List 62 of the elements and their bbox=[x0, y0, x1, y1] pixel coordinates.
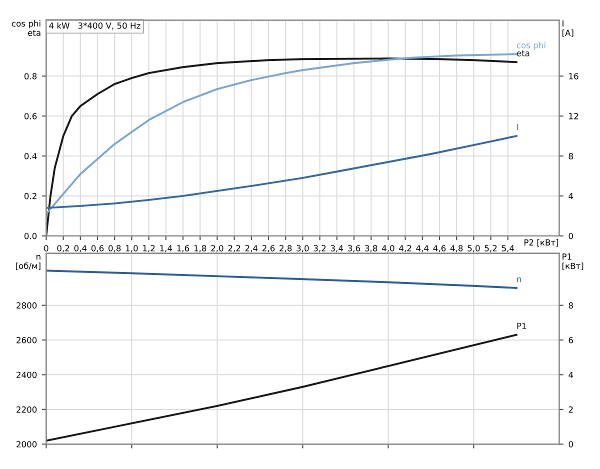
x-tick-label: 2,0 bbox=[211, 245, 224, 252]
x-tick-label: 4,0 bbox=[382, 245, 394, 252]
line-series bbox=[46, 270, 518, 289]
y2-axis-title: P1 [кВт] bbox=[562, 254, 584, 270]
line-series bbox=[46, 135, 518, 209]
x-tick-label: 3,4 bbox=[330, 245, 344, 252]
series-label: I bbox=[517, 124, 518, 130]
y-tick-label: 2200 bbox=[16, 406, 37, 413]
x-tick-label: 3,6 bbox=[348, 245, 360, 252]
y2-tick-label: 8 bbox=[568, 302, 573, 309]
y-axis-title: cos phi eta bbox=[12, 20, 40, 36]
x-tick-label: 1,6 bbox=[177, 245, 190, 252]
x-tick-label: 0,2 bbox=[57, 245, 70, 252]
x-tick-label: 5,2 bbox=[484, 245, 497, 252]
series-label: P1 bbox=[517, 322, 526, 329]
y-tick-label: 2600 bbox=[16, 337, 37, 344]
y-tick-label: 0.6 bbox=[24, 113, 37, 120]
y-tick-label: 0.8 bbox=[24, 73, 37, 80]
x-tick-label: 4,4 bbox=[416, 245, 429, 252]
y2-tick-label: 0 bbox=[568, 232, 573, 240]
x-tick-label: 1,0 bbox=[126, 245, 138, 252]
x-tick-label: 1,4 bbox=[160, 245, 172, 252]
x-tick-label: 0,8 bbox=[108, 245, 121, 252]
y-tick-label: 2800 bbox=[16, 302, 37, 309]
y2-tick-label: 16 bbox=[569, 73, 578, 80]
series-label: n bbox=[517, 277, 522, 282]
y-tick-label: 2400 bbox=[16, 372, 37, 378]
x-tick-label: 4,8 bbox=[450, 245, 463, 252]
y2-axis-title: I [A] bbox=[562, 20, 574, 37]
y2-tick-label: 6 bbox=[568, 337, 574, 344]
series-label: cos phi bbox=[516, 42, 546, 50]
x-tick-label: 4,2 bbox=[399, 245, 412, 252]
y-tick-label: 2000 bbox=[16, 441, 37, 448]
x-tick-label: 0,4 bbox=[74, 245, 87, 252]
y2-tick-label: 8 bbox=[568, 152, 573, 160]
y2-tick-label: 4 bbox=[568, 372, 574, 378]
x-tick-label: 3,8 bbox=[365, 245, 378, 252]
x-tick-label: 2,6 bbox=[262, 245, 275, 252]
x-tick-label: 0 bbox=[44, 245, 48, 252]
y2-tick-label: 0 bbox=[568, 441, 573, 448]
y-tick-label: 0.4 bbox=[24, 152, 37, 160]
x-tick-label: 2,4 bbox=[245, 245, 258, 252]
x-tick-label: 1,8 bbox=[194, 245, 206, 252]
x-tick-label: 1,2 bbox=[143, 245, 155, 252]
x-tick-label: 3,0 bbox=[296, 245, 309, 252]
x-tick-label: 5,0 bbox=[468, 245, 480, 252]
x-tick-label: 5,4 bbox=[502, 245, 514, 252]
x-axis-title: P2 [кВт] bbox=[524, 239, 558, 247]
y2-tick-label: 2 bbox=[568, 406, 573, 413]
x-tick-label: 4,6 bbox=[433, 245, 446, 252]
line-series bbox=[46, 334, 518, 442]
y-axis-title: n [об/м] bbox=[16, 254, 40, 270]
y-tick-label: 0.0 bbox=[24, 232, 37, 240]
x-tick-label: 0,6 bbox=[91, 245, 104, 252]
y2-tick-label: 4 bbox=[568, 193, 574, 200]
y2-tick-label: 12 bbox=[569, 113, 578, 120]
x-tick-label: 2,2 bbox=[228, 245, 240, 252]
y-tick-label: 0.2 bbox=[24, 192, 36, 200]
x-tick-label: 3,2 bbox=[314, 245, 326, 252]
x-tick-label: 2,8 bbox=[280, 245, 292, 252]
series-label: eta bbox=[516, 50, 530, 56]
annotation: 4 kW 3*400 V, 50 Hz bbox=[49, 22, 140, 30]
